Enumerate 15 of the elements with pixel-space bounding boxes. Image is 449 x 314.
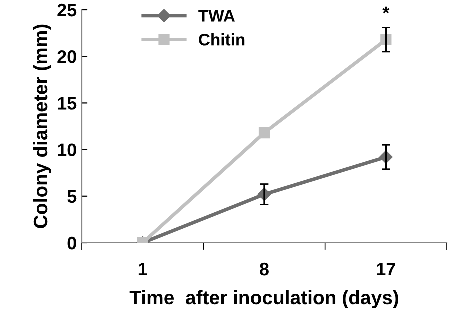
- y-tick-label: 20: [58, 50, 76, 64]
- legend-label: TWA: [198, 10, 236, 22]
- x-tick-label: 17: [377, 263, 396, 276]
- point: [258, 127, 270, 139]
- y-tick-label: 5: [68, 190, 77, 204]
- x-tick-label: 1: [138, 263, 148, 276]
- y-tick-label: 25: [58, 4, 77, 17]
- x-tick-label: 8: [260, 262, 269, 276]
- y-tick-label: 10: [58, 144, 76, 157]
- y-tick-label: 0: [68, 236, 76, 250]
- x-axis-title: Time after inoculation (days): [130, 290, 398, 309]
- legend-label: Chitin: [199, 34, 245, 46]
- y-tick-label: 15: [58, 97, 77, 110]
- y-axis-title: Colony diameter (mm): [33, 24, 52, 228]
- annotation: *: [382, 6, 390, 14]
